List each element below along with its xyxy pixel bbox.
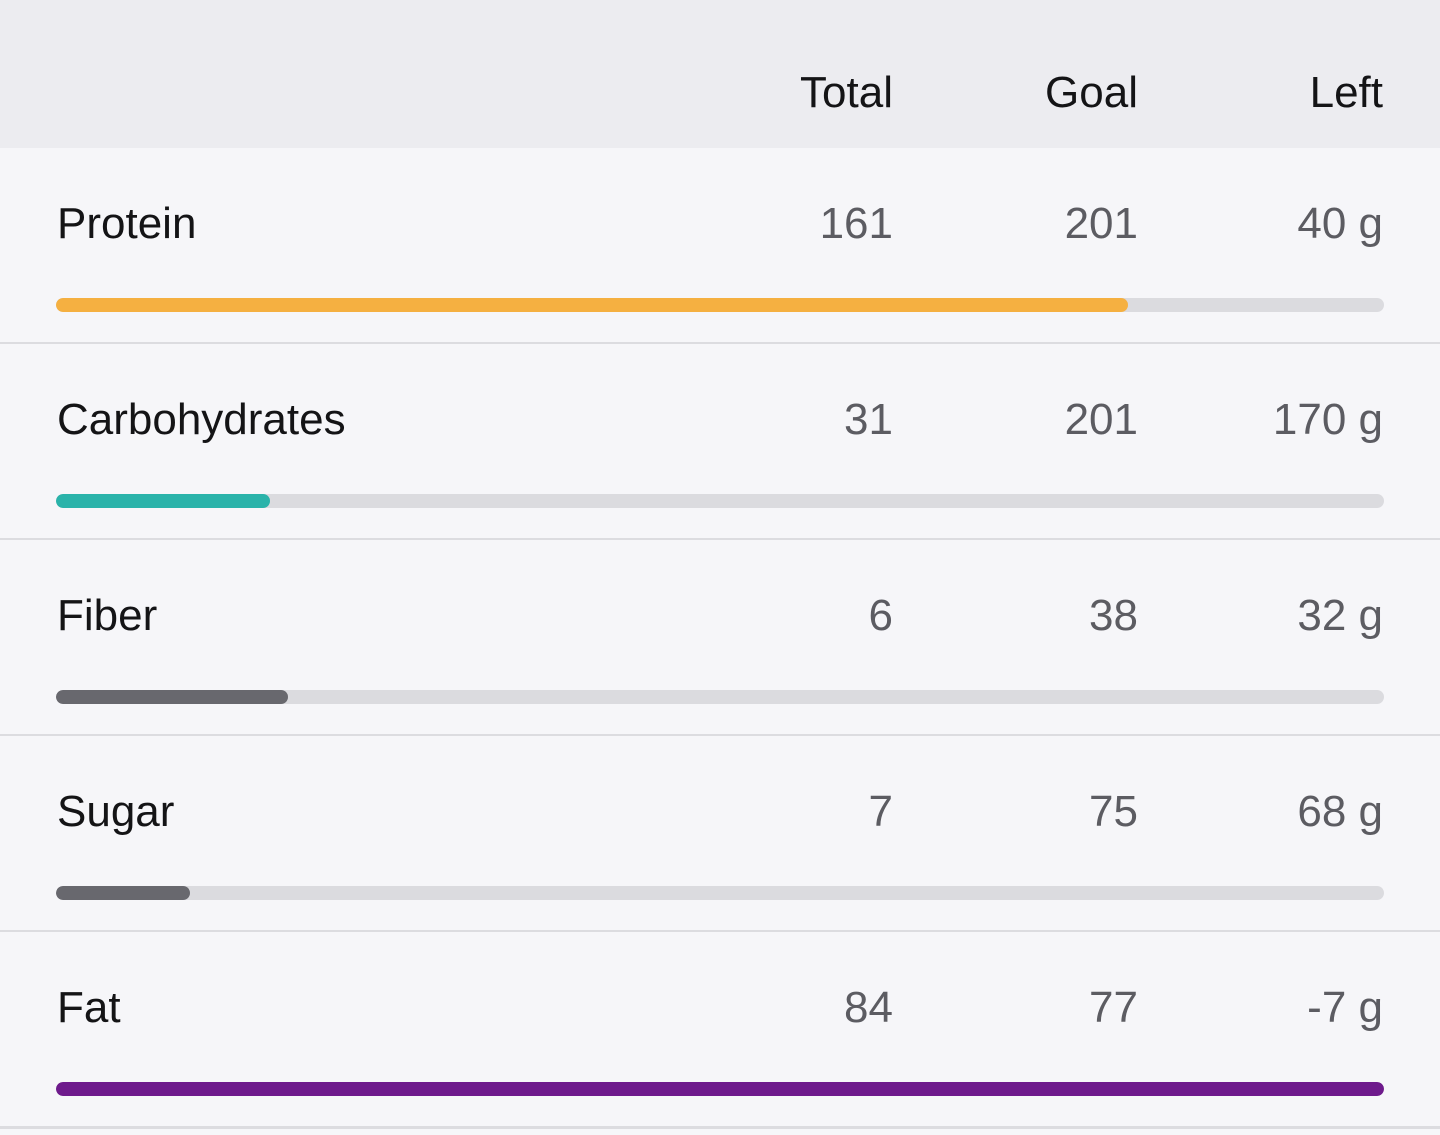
nutrient-name: Protein: [57, 197, 196, 251]
left-value: 32 g: [1297, 589, 1383, 643]
total-value: 7: [869, 785, 893, 839]
total-value: 6: [869, 589, 893, 643]
progress-fill: [56, 886, 190, 900]
left-value: 40 g: [1297, 197, 1383, 251]
goal-value: 38: [1089, 589, 1138, 643]
row-fat[interactable]: Fat 84 77 -7 g: [0, 932, 1440, 1129]
total-value: 31: [844, 393, 893, 447]
nutrient-name: Sugar: [57, 785, 174, 839]
header-left: Left: [1310, 66, 1383, 120]
progress-fill: [56, 298, 1128, 312]
nutrient-name: Carbohydrates: [57, 393, 346, 447]
progress-track: [56, 1082, 1384, 1096]
total-value: 84: [844, 981, 893, 1035]
row-protein[interactable]: Protein 161 201 40 g: [0, 148, 1440, 345]
table-header: Total Goal Left: [0, 0, 1440, 148]
progress-track: [56, 886, 1384, 900]
left-value: -7 g: [1307, 981, 1383, 1035]
progress-fill: [56, 1082, 1384, 1096]
goal-value: 201: [1065, 393, 1138, 447]
progress-track: [56, 690, 1384, 704]
left-value: 170 g: [1273, 393, 1383, 447]
header-goal: Goal: [1045, 66, 1138, 120]
goal-value: 75: [1089, 785, 1138, 839]
header-total: Total: [800, 66, 893, 120]
progress-fill: [56, 494, 270, 508]
nutrient-name: Fiber: [57, 589, 157, 643]
row-sugar[interactable]: Sugar 7 75 68 g: [0, 736, 1440, 933]
progress-track: [56, 298, 1384, 312]
total-value: 161: [820, 197, 893, 251]
nutrient-name: Fat: [57, 981, 121, 1035]
left-value: 68 g: [1297, 785, 1383, 839]
progress-fill: [56, 690, 288, 704]
row-fiber[interactable]: Fiber 6 38 32 g: [0, 540, 1440, 737]
goal-value: 77: [1089, 981, 1138, 1035]
progress-track: [56, 494, 1384, 508]
goal-value: 201: [1065, 197, 1138, 251]
row-carbohydrates[interactable]: Carbohydrates 31 201 170 g: [0, 344, 1440, 541]
